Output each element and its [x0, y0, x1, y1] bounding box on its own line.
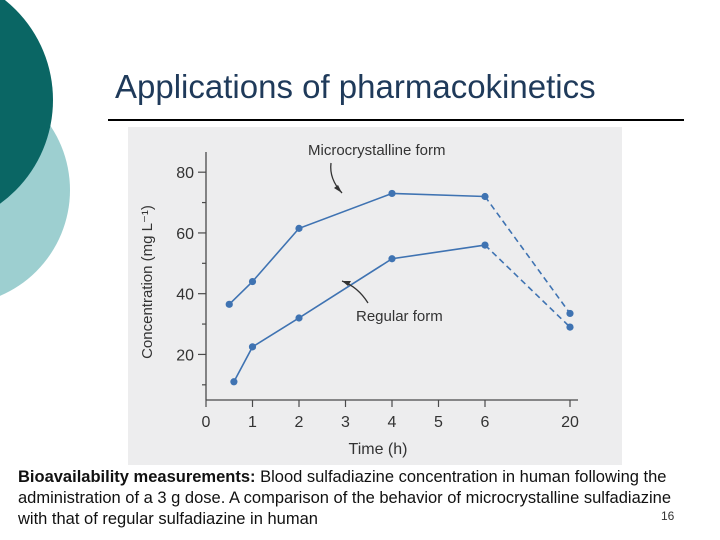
- chart-plot-area: Microcrystalline form Regular form: [225, 142, 574, 386]
- x-tick-label: 2: [295, 414, 304, 431]
- y-tick-label: 20: [176, 347, 194, 364]
- data-point-series-1: [248, 277, 257, 286]
- data-point-series-2: [230, 378, 238, 386]
- decorative-circles: [0, 0, 70, 296]
- annotation-regular-label: Regular form: [356, 308, 443, 325]
- data-point-series-1: [566, 309, 574, 318]
- chart-axes: 20 40 60 80 0 1 2 3 4 5 6 20: [176, 152, 579, 431]
- x-axis-label: Time (h): [349, 441, 408, 458]
- data-point-series-1: [295, 224, 303, 232]
- slide-title: Applications of pharmacokinetics: [115, 68, 596, 105]
- data-point-series-2: [248, 343, 257, 351]
- caption-text: Blood sulfadiazine concentration in huma…: [18, 468, 672, 528]
- annotation-microcrystalline-label: Microcrystalline form: [308, 142, 446, 159]
- annotation-microcrystalline-arrowhead: [334, 185, 342, 193]
- x-tick-label: 6: [481, 414, 490, 431]
- y-tick-label: 60: [176, 226, 194, 243]
- data-point-series-1: [388, 189, 396, 198]
- x-tick-label: 4: [388, 414, 397, 431]
- x-tick-label: 0: [202, 414, 211, 431]
- x-tick-label: 5: [434, 414, 443, 431]
- x-tick-label: 3: [341, 414, 350, 431]
- data-point-series-1: [481, 192, 489, 201]
- series-dashed-segment-1: [484, 196, 571, 314]
- data-point-series-2: [481, 241, 489, 249]
- caption-bold-label: Bioavailability measurements:: [18, 468, 256, 486]
- title-divider: [108, 119, 684, 121]
- data-point-series-1: [225, 300, 233, 308]
- data-point-series-2: [566, 323, 574, 331]
- page-number: 16: [661, 509, 675, 523]
- decorative-circle-dark: [0, 0, 53, 204]
- y-tick-label: 40: [176, 287, 194, 304]
- x-tick-label: 1: [248, 414, 257, 431]
- series-line-1: [228, 192, 486, 305]
- concentration-chart: 20 40 60 80 0 1 2 3 4 5 6 20 Microcrystalline form R…: [128, 127, 622, 465]
- data-point-series-2: [388, 255, 396, 263]
- y-tick-label: 80: [176, 165, 194, 182]
- annotation-regular-arrow: [341, 280, 369, 304]
- annotation-regular-arrowhead: [342, 281, 351, 286]
- y-axis-label: Concentration (mg L⁻¹): [139, 205, 156, 359]
- series-dashed-segment-2: [484, 244, 571, 328]
- data-point-series-2: [295, 314, 303, 322]
- figure-caption: Bioavailability measurements: Blood sulf…: [18, 467, 688, 530]
- x-tick-label: 20: [561, 414, 579, 431]
